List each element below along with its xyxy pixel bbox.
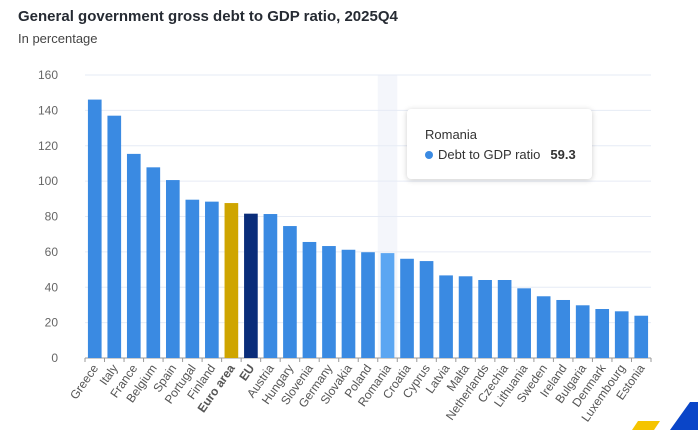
bar-latvia [439, 275, 453, 358]
bar-bulgaria [575, 305, 590, 358]
bar-romania [380, 253, 395, 358]
bar-spain [165, 180, 180, 358]
bar-cyprus [419, 261, 434, 358]
series-dot-icon [425, 151, 433, 159]
chart-subtitle: In percentage [18, 31, 98, 46]
bar-slovenia [302, 241, 317, 358]
chart-title: General government gross debt to GDP rat… [18, 8, 398, 25]
bar-eu [244, 213, 258, 358]
bar-croatia [400, 258, 414, 358]
bar-greece [87, 99, 102, 358]
tooltip-series: Debt to GDP ratio [438, 147, 541, 162]
bar-portugal [185, 199, 200, 358]
y-tick-label: 160 [38, 68, 58, 82]
tooltip-value: 59.3 [550, 147, 576, 162]
bar-netherlands [478, 279, 492, 358]
bar-lithuania [517, 288, 531, 358]
bar-sweden [536, 296, 551, 358]
x-tick-label: Greece [67, 361, 101, 402]
bar-ireland [556, 299, 571, 358]
bar-estonia [634, 315, 649, 358]
bar-euro-area [224, 203, 239, 358]
logo-icon [632, 402, 698, 430]
y-tick-label: 120 [38, 139, 58, 153]
bar-czechia [497, 279, 512, 358]
y-tick-label: 80 [45, 210, 59, 224]
bar-denmark [595, 309, 610, 358]
bar-poland [361, 252, 375, 358]
y-tick-label: 40 [45, 280, 59, 294]
bar-luxembourg [614, 311, 629, 358]
y-tick-label: 60 [45, 245, 59, 259]
bar-austria [263, 214, 278, 358]
bar-finland [205, 201, 219, 358]
y-tick-label: 100 [38, 174, 58, 188]
y-tick-label: 20 [45, 316, 59, 330]
tooltip-title: Romania [425, 127, 478, 142]
bar-slovakia [341, 249, 356, 358]
bar-malta [458, 276, 473, 358]
bar-belgium [146, 167, 161, 358]
y-tick-label: 0 [51, 351, 58, 365]
tooltip-row: Debt to GDP ratio 59.3 [425, 147, 576, 162]
bar-france [126, 153, 141, 358]
tooltip: Romania Debt to GDP ratio 59.3 [407, 109, 592, 179]
bar-hungary [283, 226, 297, 358]
y-tick-label: 140 [38, 103, 58, 117]
bar-germany [322, 246, 336, 358]
bar-italy [107, 115, 122, 359]
